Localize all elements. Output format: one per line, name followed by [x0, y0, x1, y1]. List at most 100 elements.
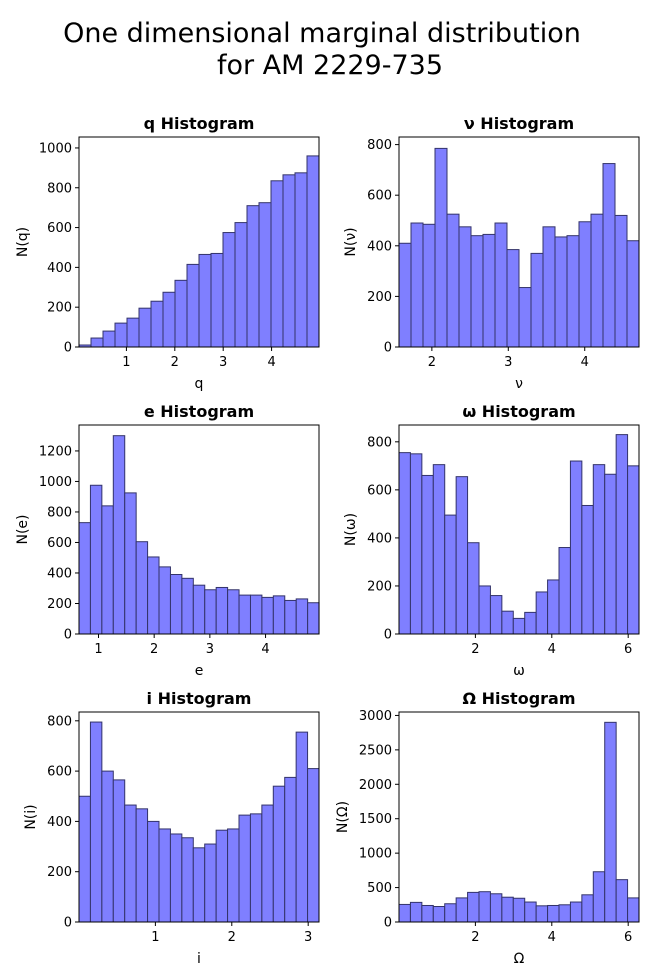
x-tick-label: 1 [122, 355, 130, 370]
histogram-bar [135, 808, 149, 923]
histogram-bar [489, 893, 503, 923]
histogram-bar [604, 721, 617, 923]
histogram-bar [101, 770, 114, 923]
histogram-bar [174, 279, 188, 348]
axes-frame [398, 424, 640, 635]
panel-title: e Histogram [144, 402, 254, 421]
axes-frame [78, 136, 320, 348]
histogram-bar [444, 514, 457, 635]
histogram-bar [455, 476, 469, 635]
histogram-bar [284, 776, 297, 923]
histogram-bar [489, 595, 503, 635]
histogram-bar [114, 322, 128, 348]
histogram-bar [306, 155, 320, 348]
histogram-bar [246, 205, 260, 348]
histogram-bar [627, 897, 640, 923]
histogram-panel: ν Histogram 2 3 4 0 200 400 600 800 ν N(ν) [343, 114, 640, 392]
histogram-bar [470, 235, 484, 348]
axes-frame [398, 711, 640, 923]
y-tick-label: 800 [47, 505, 72, 520]
histogram-bar [590, 213, 604, 348]
x-tick-label: 2 [150, 642, 158, 657]
histogram-bar [282, 174, 296, 348]
histogram-bar [238, 594, 251, 635]
histogram-bar [158, 566, 171, 635]
y-tick-label: 800 [367, 435, 392, 450]
y-tick-label: 600 [367, 189, 392, 204]
histogram-bar [135, 541, 149, 635]
axes-frame [78, 711, 320, 923]
x-tick-label: 6 [624, 642, 632, 657]
histogram-bar [307, 602, 320, 635]
histogram-bar [284, 599, 297, 635]
y-axis-label: N(q) [15, 227, 31, 257]
y-tick-label: 200 [367, 290, 392, 305]
panel-title: Ω Histogram [462, 689, 575, 708]
x-tick-label: 4 [548, 642, 556, 657]
y-tick-label: 1500 [359, 812, 392, 827]
x-axis-label: ω [513, 663, 525, 679]
histogram-bar [554, 236, 568, 348]
y-axis-label: N(ω) [343, 513, 359, 546]
histogram-panel: ω Histogram 2 4 6 0 200 400 600 800 ω N(ω) [343, 402, 640, 679]
x-tick-label: 2 [428, 355, 436, 370]
x-tick-label: 3 [219, 355, 227, 370]
histogram-bar [524, 611, 537, 635]
histogram-bar [432, 464, 446, 635]
histogram-bar [458, 226, 472, 348]
histogram-bar [102, 330, 116, 348]
histogram-bar [295, 598, 309, 635]
x-tick-label: 4 [261, 642, 269, 657]
x-tick-label: 6 [624, 930, 632, 945]
histogram-bar [238, 814, 251, 923]
histogram-bar [249, 594, 263, 635]
histogram-bar [181, 837, 194, 923]
histogram-bar [494, 222, 508, 348]
y-tick-label: 400 [367, 239, 392, 254]
histogram-bar [446, 213, 460, 348]
histogram-bar [467, 891, 480, 923]
histogram-bar [512, 617, 526, 635]
histogram-bar [272, 595, 286, 635]
histogram-bar [181, 577, 194, 635]
histogram-bar [192, 584, 206, 635]
x-tick-label: 3 [304, 930, 312, 945]
histogram-bar [409, 901, 423, 923]
y-tick-label: 400 [47, 261, 72, 276]
histogram-bar [434, 147, 448, 348]
y-tick-label: 0 [64, 916, 72, 931]
histogram-bar [307, 768, 320, 923]
histogram-bar [227, 589, 240, 635]
histogram-bar [615, 879, 629, 923]
histogram-bar [150, 300, 164, 348]
y-axis-label: N(Ω) [335, 801, 351, 833]
histogram-bar [627, 465, 640, 635]
x-tick-label: 3 [206, 642, 214, 657]
histogram-bar [501, 610, 514, 635]
histogram-bar [482, 233, 496, 348]
histogram-bar [295, 731, 309, 923]
y-tick-label: 400 [367, 531, 392, 546]
x-tick-label: 4 [267, 355, 275, 370]
histogram-bar [626, 240, 640, 348]
histogram-bar [444, 903, 457, 923]
histogram-bar [501, 896, 514, 923]
y-tick-label: 0 [384, 628, 392, 643]
histogram-bar [614, 214, 628, 348]
x-axis-label: e [195, 663, 204, 679]
y-tick-label: 200 [47, 597, 72, 612]
y-tick-label: 2000 [359, 778, 392, 793]
histogram-bar [421, 904, 434, 923]
y-tick-label: 0 [64, 341, 72, 356]
panel-title: ν Histogram [464, 114, 574, 133]
x-axis-label: i [197, 951, 201, 967]
x-axis-label: Ω [514, 951, 525, 967]
histogram-bar [112, 779, 126, 923]
histogram-bar [78, 795, 91, 923]
histogram-bar [215, 586, 229, 635]
histogram-bar [518, 287, 532, 348]
histogram-bar [558, 547, 571, 635]
y-tick-label: 500 [367, 881, 392, 896]
histogram-bar [604, 473, 617, 635]
y-tick-label: 200 [47, 301, 72, 316]
